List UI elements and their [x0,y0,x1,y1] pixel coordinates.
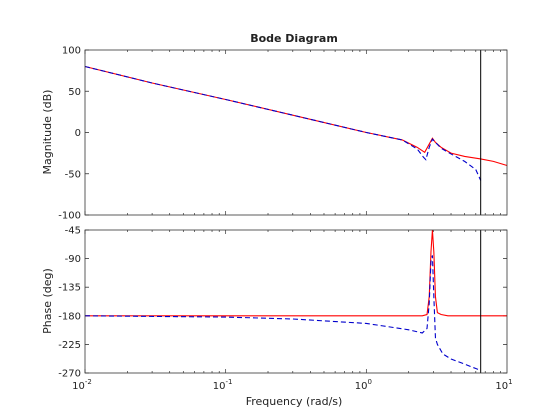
magnitude-panel: Magnitude (dB) 100 50 0 -50 -100 [41,46,508,222]
x-tick-label: 101 [495,378,512,392]
x-tick-label: 10-2 [72,378,92,392]
phase-series-dashed-blue-line [84,255,481,371]
phase-axes-box [84,229,508,374]
magnitude-ytick-label: -50 [65,169,81,180]
magnitude-y-ticks: 100 50 0 -50 -100 [58,46,507,222]
magnitude-series-dashed-blue-line [84,65,482,181]
x-tick-base: 10 [495,381,508,392]
magnitude-ytick-label: 0 [75,128,81,139]
magnitude-ytick-label: 100 [62,46,81,57]
x-tick-base: 10 [72,381,85,392]
phase-ytick-label: -90 [65,254,81,265]
phase-ytick-label: -225 [58,340,81,351]
phase-series-solid-red-line [85,229,507,317]
phase-ytick-label: -45 [65,226,81,237]
magnitude-series-solid-red-line [84,65,508,167]
phase-lines [84,229,507,371]
x-tick-exponent: 1 [508,378,512,386]
magnitude-axes-box [84,49,508,216]
x-tick-label: 10-1 [213,378,233,392]
x-tick-exponent: -1 [226,378,233,386]
x-tick-label: 100 [355,378,372,392]
phase-ylabel: Phase (deg) [41,268,54,334]
phase-x-ticks: 10-2 10-1 100 101 [72,230,513,392]
magnitude-ylabel: Magnitude (dB) [41,90,54,175]
phase-ytick-label: -135 [58,283,81,294]
x-tick-exponent: -2 [85,378,92,386]
magnitude-lines [84,65,508,181]
x-axis-label: Frequency (rad/s) [246,395,343,408]
magnitude-x-ticks [84,50,501,215]
x-tick-base: 10 [355,381,368,392]
chart-title: Bode Diagram [250,32,338,45]
phase-panel: Phase (deg) -45-90-135-180-225-270 10-2 1… [41,226,513,393]
magnitude-ytick-label: -100 [58,211,81,222]
x-tick-exponent: 0 [367,378,371,386]
phase-ytick-label: -180 [58,311,81,322]
phase-y-ticks: -45 -90 -135 -180 -225 -270 [58,226,507,380]
magnitude-ytick-label: 50 [68,87,81,98]
x-tick-base: 10 [213,381,226,392]
phase-ytick-label: -270 [58,369,81,380]
